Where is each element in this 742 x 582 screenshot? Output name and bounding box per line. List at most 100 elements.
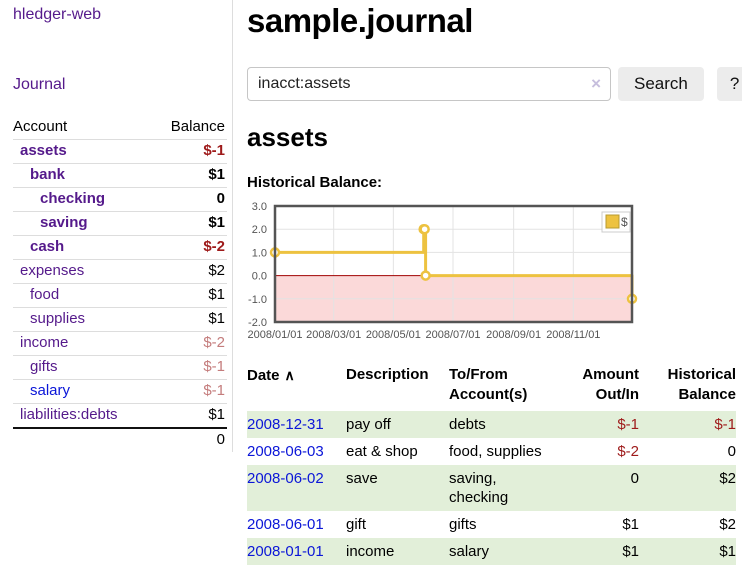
transaction-description: save xyxy=(346,470,378,487)
sidebar-account-link[interactable]: food xyxy=(30,286,60,303)
transaction-accounts: gifts xyxy=(449,516,477,533)
transaction-row: 2008-06-01 gift gifts $1 $2 xyxy=(247,511,736,538)
account-row: salary $-1 xyxy=(13,379,227,404)
account-balance: $2 xyxy=(152,259,227,284)
register-header-date[interactable]: Date ∧ xyxy=(247,365,344,411)
account-balance: $1 xyxy=(152,283,227,308)
plot-border xyxy=(273,204,634,324)
sidebar-account-link[interactable]: saving xyxy=(40,214,88,231)
legend-label: $ xyxy=(621,215,628,229)
account-row: checking 0 xyxy=(13,187,227,212)
transaction-date-link[interactable]: 2008-06-01 xyxy=(247,516,324,533)
sidebar-account-link[interactable]: liabilities:debts xyxy=(20,406,118,423)
account-balance: $1 xyxy=(208,406,225,423)
sort-asc-icon: ∧ xyxy=(284,367,295,383)
clear-search-icon[interactable]: × xyxy=(591,74,601,93)
register-header-balance: Historical Balance xyxy=(667,366,736,403)
accounts-header-account: Account xyxy=(13,116,153,140)
register-table: Date ∧ Description To/From Account(s) Amo… xyxy=(247,365,736,565)
accounts-header-row: Account Balance xyxy=(13,116,227,140)
transaction-amount: $-1 xyxy=(617,416,639,433)
accounts-table: Account Balance assets $-1 bank $1 checking 0… xyxy=(13,116,227,452)
sidebar-account-link[interactable]: checking xyxy=(40,190,106,207)
y-tick-label: 2.0 xyxy=(252,224,267,236)
sidebar-account-link[interactable]: income xyxy=(20,334,69,351)
main-content: sample.journal × Search ? assets Histori… xyxy=(233,0,742,565)
app-brand-link[interactable]: hledger-web xyxy=(13,6,102,23)
historical-balance-chart: 2008/01/01 2008/03/01 2008/05/01 2008/07/01… xyxy=(247,200,742,342)
legend-swatch xyxy=(605,214,620,229)
transaction-row: 2008-12-31 pay off debts $-1 $-1 xyxy=(247,411,736,438)
search-form: × Search ? xyxy=(247,67,742,101)
account-balance: $1 xyxy=(152,307,227,332)
sidebar-account-link[interactable]: cash xyxy=(30,238,65,255)
date-header-label: Date xyxy=(247,367,280,384)
account-balance: 0 xyxy=(152,187,227,212)
transaction-balance: $1 xyxy=(719,543,736,560)
transaction-balance: $2 xyxy=(719,516,736,533)
transaction-accounts: debts xyxy=(449,416,486,433)
transaction-accounts: salary xyxy=(449,543,490,560)
transaction-date-cell: 2008-01-01 xyxy=(247,538,344,565)
y-tick-label: 0.0 xyxy=(252,271,267,283)
sidebar-account-link[interactable]: gifts xyxy=(30,358,58,375)
transaction-amount: $1 xyxy=(622,516,639,533)
accounts-total-row: 0 xyxy=(13,427,227,452)
chart-label: Historical Balance: xyxy=(247,174,383,191)
search-button[interactable]: Search xyxy=(618,67,704,101)
x-tick-label: 2008/07/01 xyxy=(425,329,480,341)
register-header-accounts: To/From Account(s) xyxy=(449,366,528,403)
account-balance: $-1 xyxy=(152,139,227,164)
transaction-amount: 0 xyxy=(630,470,639,487)
help-button[interactable]: ? xyxy=(716,67,742,101)
transaction-row: 2008-06-03 eat & shop food, supplies $-2 0 xyxy=(247,438,736,465)
transaction-amount: $1 xyxy=(622,543,639,560)
account-row: supplies $1 xyxy=(13,307,227,332)
transaction-date-link[interactable]: 2008-06-03 xyxy=(247,443,324,460)
x-tick-label: 2008/05/01 xyxy=(366,329,421,341)
y-tick-label: -1.0 xyxy=(248,294,267,306)
account-balance: $-1 xyxy=(152,355,227,380)
transaction-row: 2008-06-02 save saving, checking 0 $2 xyxy=(247,465,736,511)
transaction-accounts: food, supplies xyxy=(449,443,542,460)
sidebar-account-link[interactable]: assets xyxy=(20,142,67,159)
transaction-date-link[interactable]: 2008-06-02 xyxy=(247,470,324,487)
chart-canvas: 2008/01/01 2008/03/01 2008/05/01 2008/07/01… xyxy=(247,201,638,341)
transaction-description: gift xyxy=(346,516,367,533)
account-row: saving $1 xyxy=(13,211,227,236)
account-title: assets xyxy=(247,122,328,152)
transaction-description: pay off xyxy=(346,416,391,433)
transaction-date-cell: 2008-12-31 xyxy=(247,411,344,438)
account-row: bank $1 xyxy=(13,163,227,188)
sidebar-account-link[interactable]: bank xyxy=(30,166,66,183)
search-input[interactable] xyxy=(247,67,611,101)
x-tick-label: 2008/11/01 xyxy=(546,329,600,341)
transaction-date-cell: 2008-06-02 xyxy=(247,465,344,511)
sidebar-account-link[interactable]: salary xyxy=(30,382,71,399)
account-row: cash $-2 xyxy=(13,235,227,260)
account-row: food $1 xyxy=(13,283,227,308)
transaction-description: eat & shop xyxy=(346,443,418,460)
register-header-row: Date ∧ Description To/From Account(s) Amo… xyxy=(247,365,736,411)
sidebar: hledger-web Journal Account Balance asse… xyxy=(0,0,233,452)
sidebar-account-link[interactable]: expenses xyxy=(20,262,85,279)
transaction-amount: $-2 xyxy=(617,443,639,460)
data-point-marker xyxy=(420,270,431,281)
transaction-date-cell: 2008-06-01 xyxy=(247,511,344,538)
transaction-date-link[interactable]: 2008-01-01 xyxy=(247,543,324,560)
account-row: gifts $-1 xyxy=(13,355,227,380)
nav-journal-link[interactable]: Journal xyxy=(13,76,66,93)
y-tick-label: 3.0 xyxy=(252,201,267,213)
y-tick-label: 1.0 xyxy=(252,247,267,259)
accounts-total-value: 0 xyxy=(152,427,227,452)
sidebar-account-link[interactable]: supplies xyxy=(30,310,86,327)
transaction-row: 2008-01-01 income salary $1 $1 xyxy=(247,538,736,565)
account-row: expenses $2 xyxy=(13,259,227,284)
transaction-date-link[interactable]: 2008-12-31 xyxy=(247,416,324,433)
transaction-accounts: saving, checking xyxy=(449,470,509,506)
x-tick-label: 2008/01/01 xyxy=(247,329,302,341)
transaction-balance: $-1 xyxy=(714,416,736,433)
search-input-wrap: × xyxy=(247,67,611,101)
account-balance: $-2 xyxy=(152,331,227,356)
account-row: assets $-1 xyxy=(13,139,227,164)
